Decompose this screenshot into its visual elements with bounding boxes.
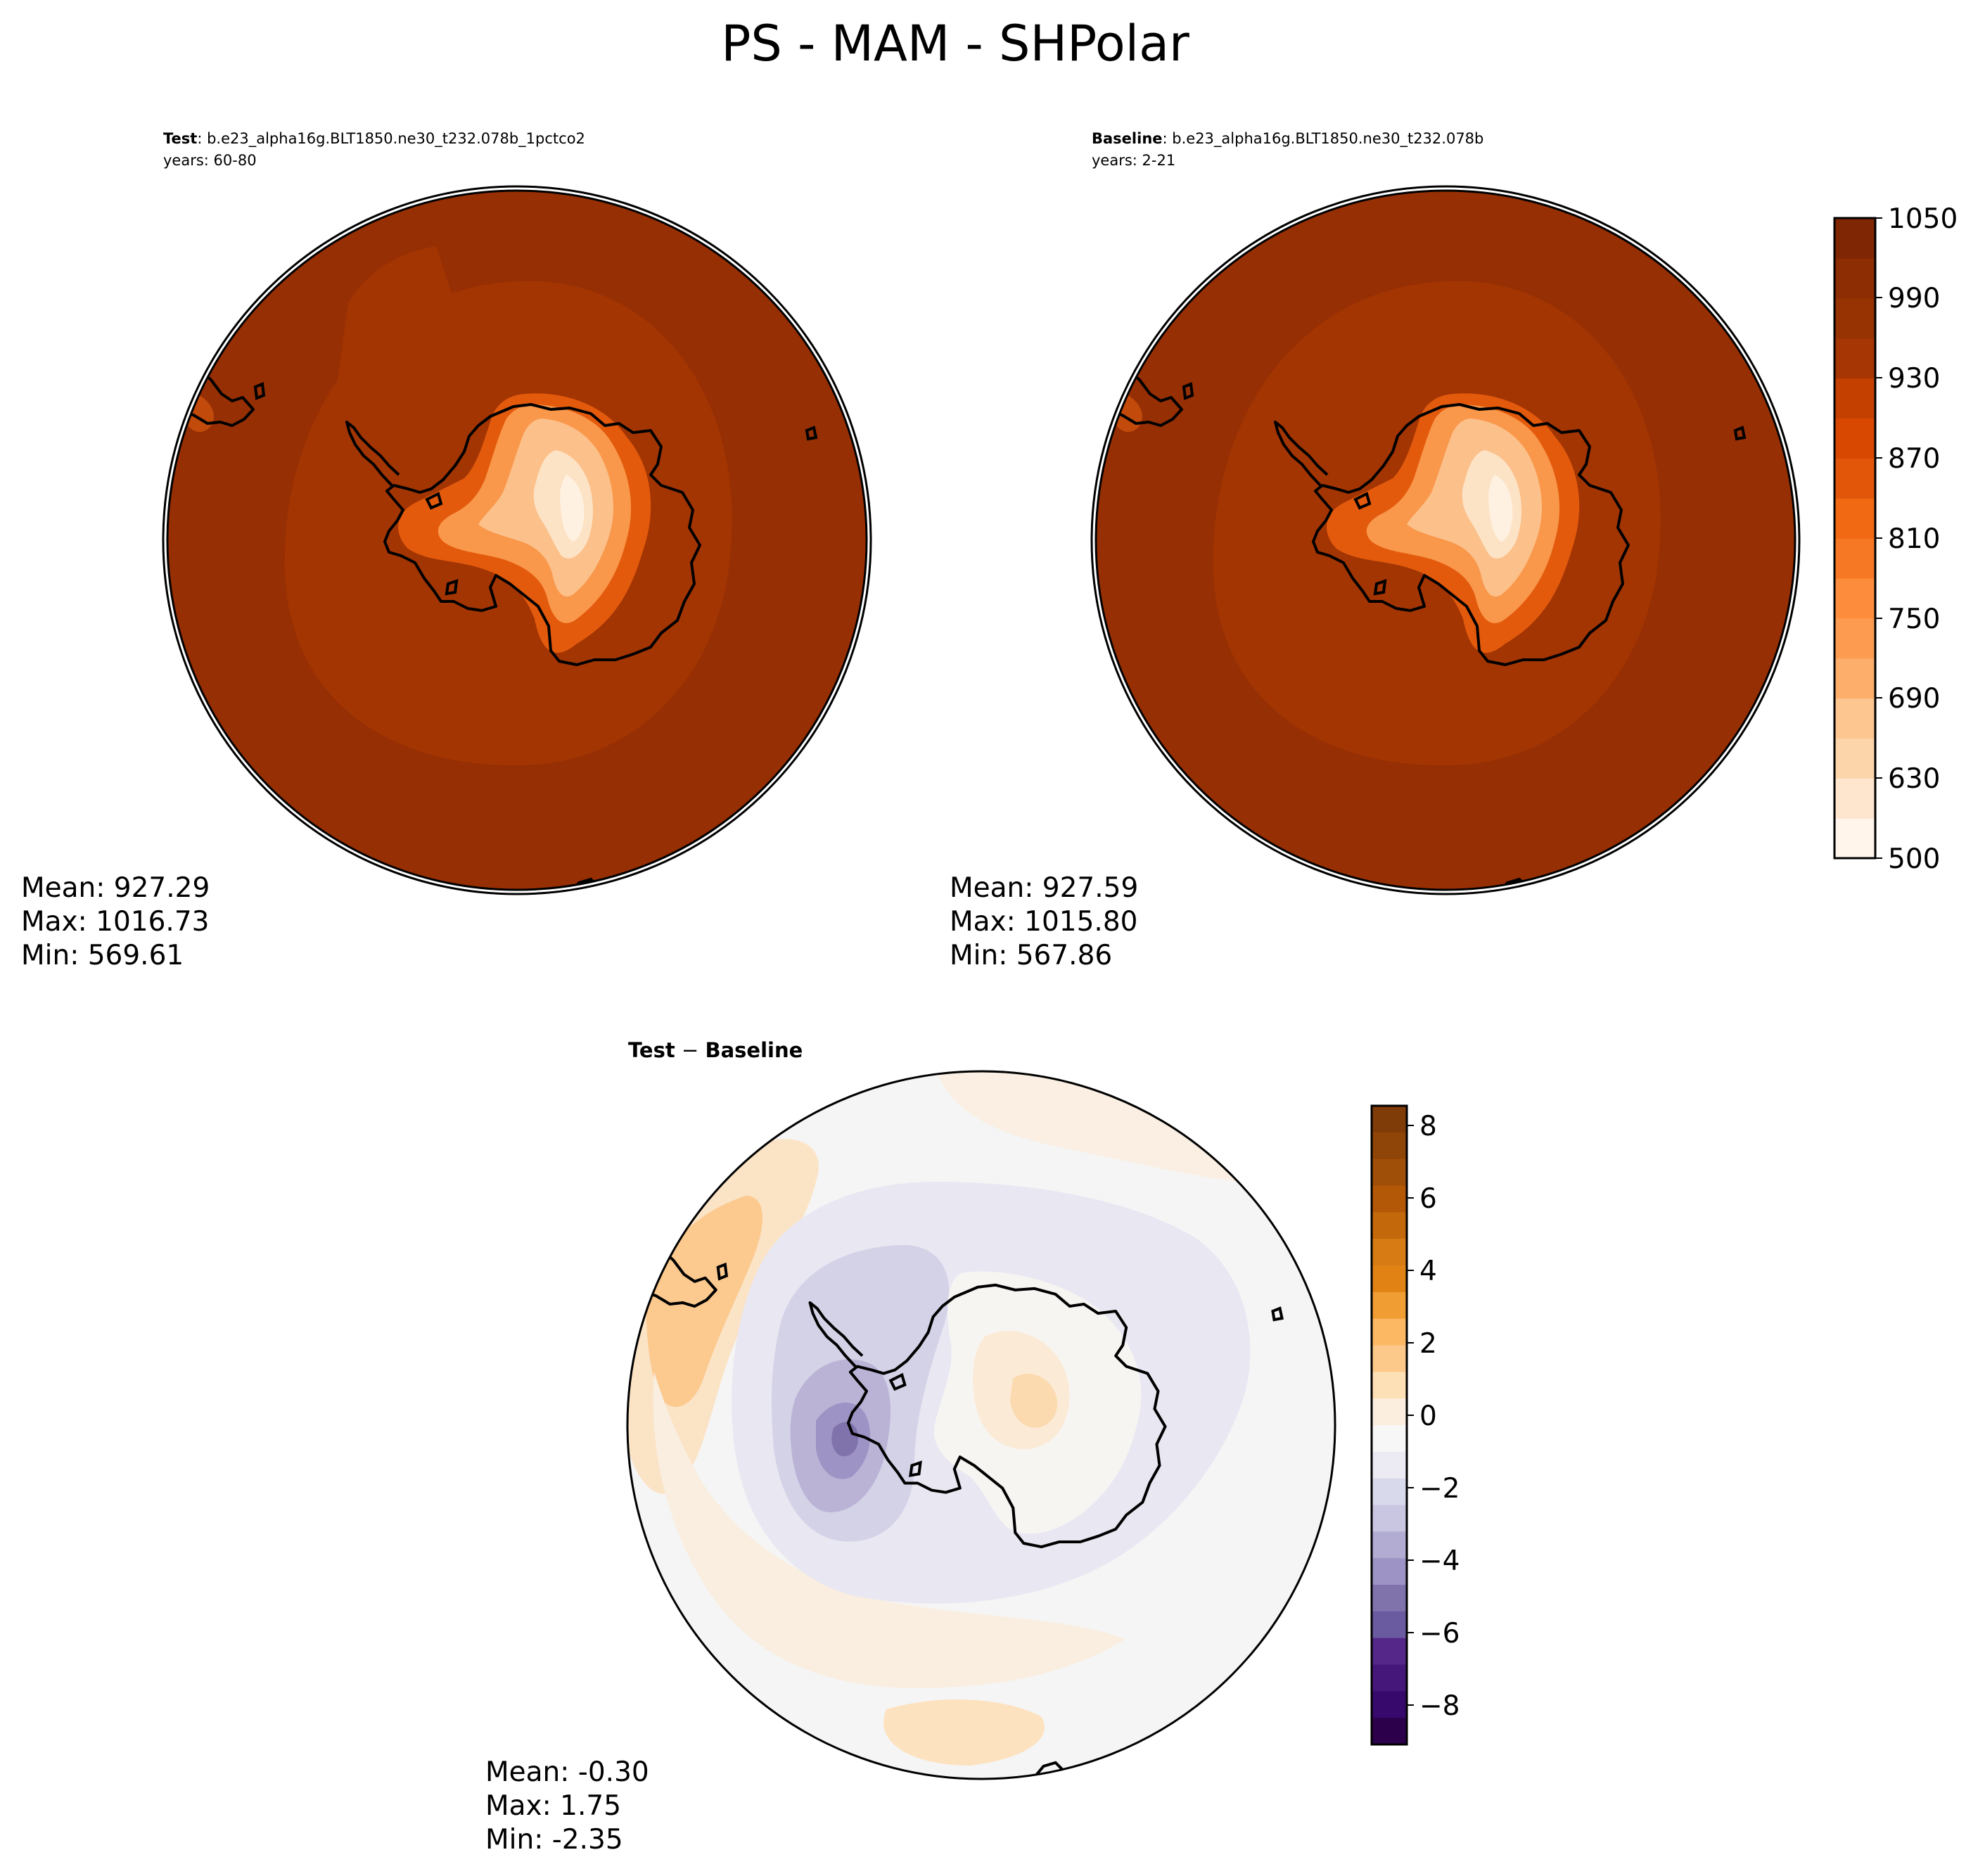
difference-stat-max: Max: 1.75 [485,1790,621,1822]
test-stat-min: Min: 569.61 [21,940,184,971]
field-colorbar-swatch [1834,218,1875,259]
baseline-map [1096,191,1795,890]
field-colorbar-swatch [1834,538,1875,579]
test-stat-mean: Mean: 927.29 [21,872,210,904]
baseline-header: Baseline: b.e23_alpha16g.BLT1850.ne30_t2… [1092,130,1483,148]
difference-colorbar-swatch [1372,1106,1407,1133]
difference-colorbar-swatch [1372,1345,1407,1372]
baseline-panel: Baseline: b.e23_alpha16g.BLT1850.ne30_t2… [950,130,1801,971]
difference-stat-min: Min: -2.35 [485,1824,623,1856]
baseline-map-boundary [1094,189,1796,891]
difference-colorbar-swatch [1372,1212,1407,1239]
test-panel: Test: b.e23_alpha16g.BLT1850.ne30_t232.0… [21,130,872,971]
difference-colorbar-swatch [1372,1531,1407,1559]
baseline-label: Baseline [1092,130,1163,147]
difference-colorbar-ticks: 8 6 4 2 0 −2 −4 −6 −8 [1407,1111,1460,1722]
difference-colorbar-swatch [1372,1585,1407,1612]
test-antarctica-fill [398,393,651,653]
field-colorbar: 1050 990 930 870 810 750 690 630 500 [1833,203,1958,875]
field-colorbar-swatch [1834,658,1875,699]
field-colorbar-swatches [1834,218,1875,859]
baseline-stat-max: Max: 1015.80 [950,906,1137,938]
field-colorbar-swatch [1834,578,1875,619]
test-map-boundary [166,189,868,891]
field-colorbar-swatch [1834,698,1875,739]
difference-colorbar-swatch [1372,1611,1407,1639]
difference-colorbar-swatch [1372,1265,1407,1293]
baseline-stat-mean: Mean: 927.59 [950,872,1138,904]
field-tick-label: 750 [1888,604,1940,635]
test-map [167,191,867,890]
field-tick-label: 630 [1888,763,1940,795]
field-colorbar-swatch [1834,498,1875,539]
difference-panel: Test − Baseline Mean: -0.30 Max: 1.75 Mi… [485,1038,1336,1856]
baseline-case-name: : b.e23_alpha16g.BLT1850.ne30_t232.078b [1163,130,1484,148]
field-colorbar-swatch [1834,458,1875,499]
test-header: Test: b.e23_alpha16g.BLT1850.ne30_t232.0… [163,130,585,148]
difference-stat-mean: Mean: -0.30 [485,1756,649,1788]
difference-colorbar-swatch [1372,1159,1407,1187]
test-stat-max: Max: 1016.73 [21,906,209,938]
baseline-antarctica-fill [1327,393,1580,653]
difference-colorbar-swatch [1372,1239,1407,1266]
difference-tick-label: 8 [1419,1111,1437,1142]
field-tick-label: 1050 [1888,203,1958,235]
field-colorbar-swatch [1834,298,1875,339]
field-colorbar-swatch [1834,257,1875,299]
difference-colorbar: 8 6 4 2 0 −2 −4 −6 −8 [1370,1104,1460,1746]
difference-tick-label: 6 [1419,1183,1437,1215]
field-tick-label: 990 [1888,283,1940,314]
figure-title: PS - MAM - SHPolar [721,15,1189,72]
test-years: years: 60-80 [163,152,257,169]
field-tick-label: 690 [1888,683,1940,715]
baseline-years: years: 2-21 [1092,152,1175,169]
difference-colorbar-swatch [1372,1478,1407,1506]
difference-map-boundary [626,1070,1336,1780]
difference-title: Test − Baseline [628,1038,803,1062]
difference-tick-label: −2 [1419,1473,1460,1505]
difference-colorbar-swatch [1372,1318,1407,1346]
field-tick-label: 930 [1888,363,1940,395]
difference-tick-label: −4 [1419,1545,1460,1577]
test-label: Test [163,130,197,147]
difference-colorbar-swatch [1372,1398,1407,1426]
field-tick-label: 500 [1888,843,1940,875]
difference-colorbar-swatch [1372,1505,1407,1532]
field-colorbar-swatch [1834,618,1875,659]
baseline-stat-min: Min: 567.86 [950,940,1112,971]
field-colorbar-swatch [1834,338,1875,379]
difference-tick-label: 4 [1419,1256,1437,1287]
difference-colorbar-swatch [1372,1718,1407,1745]
difference-colorbar-swatch [1372,1451,1407,1479]
difference-colorbar-swatch [1372,1558,1407,1585]
difference-tick-label: 0 [1419,1400,1437,1432]
difference-map [627,1071,1335,1779]
field-colorbar-swatch [1834,418,1875,459]
difference-colorbar-swatches [1372,1106,1407,1745]
field-colorbar-swatch [1834,738,1875,779]
field-colorbar-ticks: 1050 990 930 870 810 750 690 630 500 [1875,203,1958,875]
field-colorbar-swatch [1834,778,1875,819]
field-tick-label: 810 [1888,523,1940,555]
difference-colorbar-swatch [1372,1638,1407,1666]
difference-colorbar-swatch [1372,1132,1407,1160]
field-colorbar-swatch [1834,378,1875,419]
difference-colorbar-swatch [1372,1425,1407,1453]
difference-tick-label: −6 [1419,1618,1460,1650]
difference-colorbar-swatch [1372,1291,1407,1320]
test-case-name: : b.e23_alpha16g.BLT1850.ne30_t232.078b_… [197,130,585,148]
difference-colorbar-swatch [1372,1372,1407,1399]
difference-tick-label: −8 [1419,1690,1460,1722]
difference-tick-label: 2 [1419,1328,1437,1360]
field-colorbar-swatch [1834,818,1875,859]
difference-colorbar-swatch [1372,1691,1407,1718]
difference-colorbar-swatch [1372,1185,1407,1213]
field-tick-label: 870 [1888,443,1940,475]
difference-colorbar-swatch [1372,1664,1407,1692]
